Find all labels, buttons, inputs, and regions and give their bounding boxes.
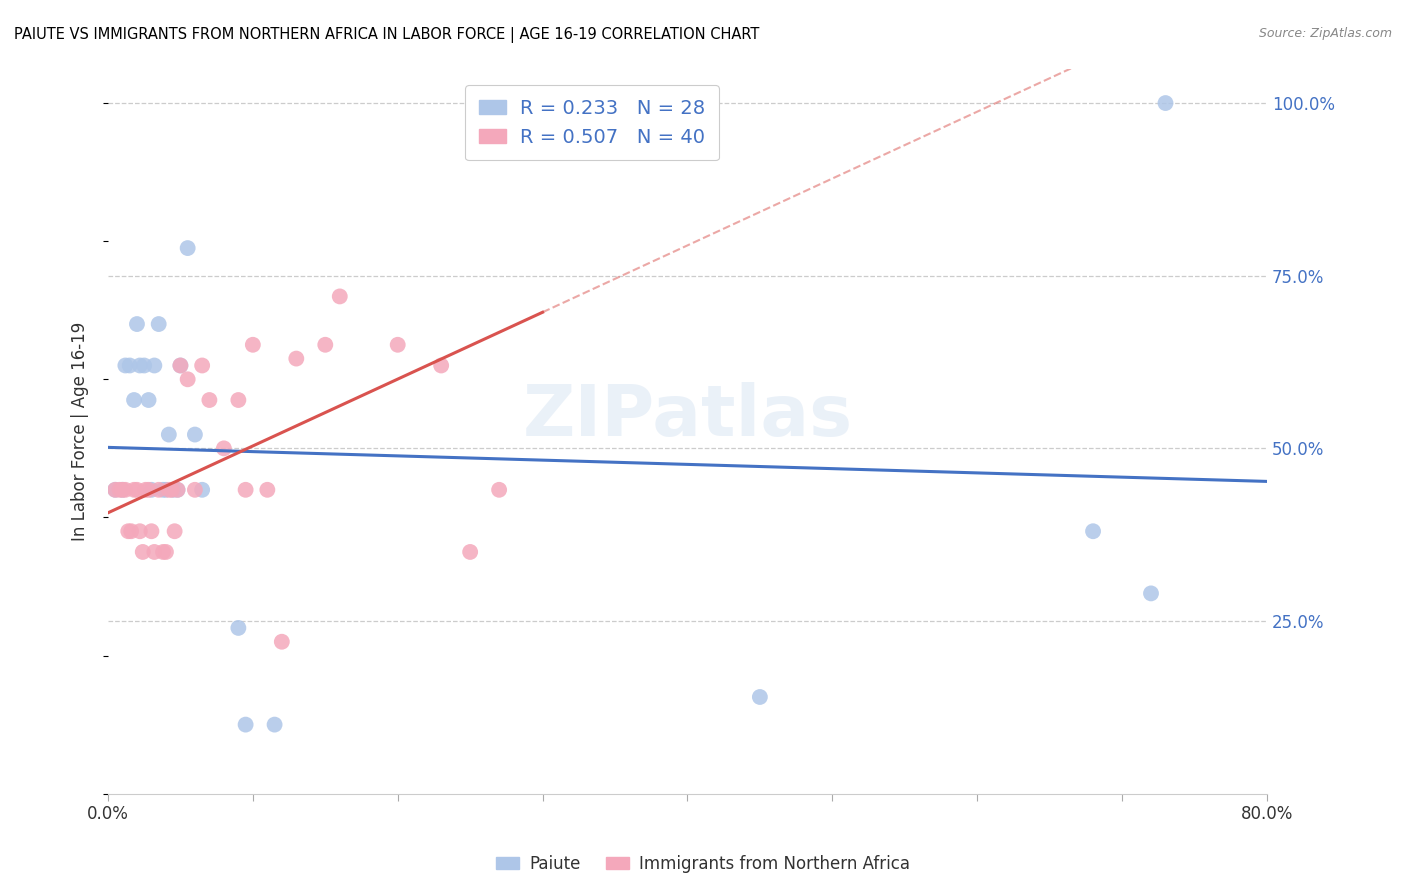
Point: [134, 359, 156, 373]
Point: [163, 524, 186, 539]
Point: [148, 483, 170, 497]
Text: ZIPatlas: ZIPatlas: [523, 382, 852, 451]
Point: [263, 717, 285, 731]
Point: [104, 483, 127, 497]
Point: [141, 524, 163, 539]
Point: [242, 338, 264, 352]
Point: [458, 545, 481, 559]
Point: [152, 545, 174, 559]
Point: [104, 483, 127, 497]
Legend: R = 0.233   N = 28, R = 0.507   N = 40: R = 0.233 N = 28, R = 0.507 N = 40: [465, 86, 718, 161]
Point: [118, 359, 141, 373]
Point: [125, 317, 148, 331]
Point: [270, 634, 292, 648]
Point: [1140, 586, 1163, 600]
Point: [132, 545, 155, 559]
Point: [176, 372, 198, 386]
Point: [114, 359, 136, 373]
Point: [184, 427, 207, 442]
Y-axis label: In Labor Force | Age 16-19: In Labor Force | Age 16-19: [72, 321, 89, 541]
Point: [488, 483, 510, 497]
Point: [111, 483, 134, 497]
Point: [117, 524, 139, 539]
Point: [184, 483, 207, 497]
Point: [1081, 524, 1104, 539]
Point: [155, 545, 177, 559]
Point: [748, 690, 770, 704]
Point: [314, 338, 336, 352]
Point: [122, 392, 145, 407]
Point: [285, 351, 308, 366]
Point: [135, 483, 157, 497]
Point: [430, 359, 453, 373]
Point: [198, 392, 221, 407]
Point: [228, 621, 250, 635]
Point: [169, 359, 191, 373]
Point: [141, 483, 163, 497]
Point: [108, 483, 131, 497]
Point: [160, 483, 183, 497]
Point: [329, 289, 352, 303]
Point: [176, 241, 198, 255]
Point: [191, 359, 214, 373]
Point: [162, 483, 184, 497]
Point: [128, 359, 150, 373]
Point: [387, 338, 409, 352]
Point: [125, 483, 148, 497]
Point: [122, 483, 145, 497]
Point: [235, 483, 257, 497]
Point: [138, 483, 160, 497]
Point: [166, 483, 188, 497]
Point: [120, 524, 142, 539]
Point: [228, 392, 250, 407]
Point: [256, 483, 278, 497]
Point: [128, 524, 150, 539]
Point: [166, 483, 188, 497]
Point: [191, 483, 214, 497]
Text: PAIUTE VS IMMIGRANTS FROM NORTHERN AFRICA IN LABOR FORCE | AGE 16-19 CORRELATION: PAIUTE VS IMMIGRANTS FROM NORTHERN AFRIC…: [14, 27, 759, 43]
Point: [157, 483, 180, 497]
Point: [148, 317, 170, 331]
Point: [114, 483, 136, 497]
Point: [212, 442, 235, 456]
Legend: Paiute, Immigrants from Northern Africa: Paiute, Immigrants from Northern Africa: [489, 848, 917, 880]
Point: [169, 359, 191, 373]
Text: Source: ZipAtlas.com: Source: ZipAtlas.com: [1258, 27, 1392, 40]
Point: [143, 545, 166, 559]
Point: [157, 427, 180, 442]
Point: [155, 483, 177, 497]
Point: [152, 483, 174, 497]
Point: [1154, 96, 1177, 111]
Point: [531, 96, 554, 111]
Point: [235, 717, 257, 731]
Point: [138, 392, 160, 407]
Point: [143, 359, 166, 373]
Point: [111, 483, 134, 497]
